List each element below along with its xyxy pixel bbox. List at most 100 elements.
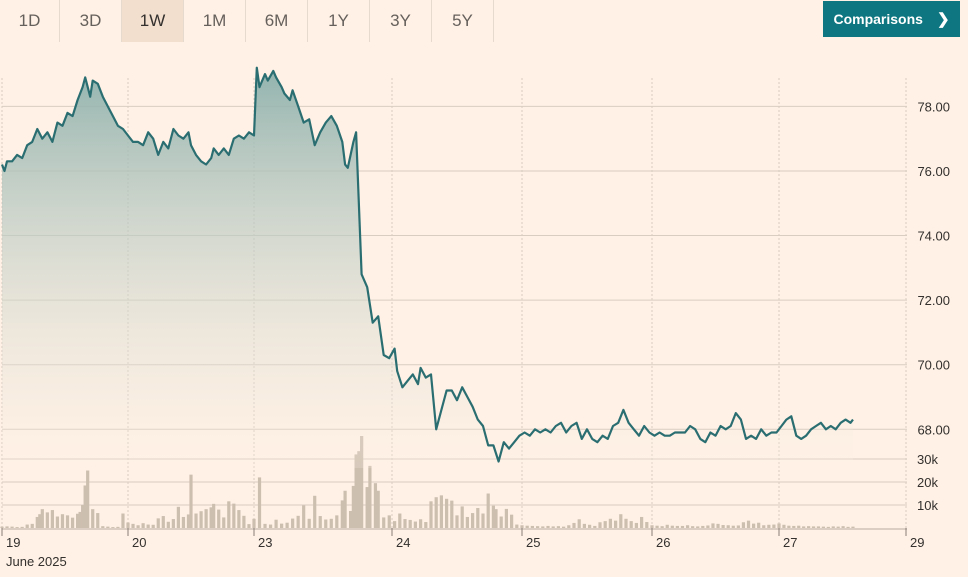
date-tick-label: 29 [910, 535, 924, 550]
range-tabs: 1D 3D 1W 1M 6M 1Y 3Y 5Y [0, 0, 494, 42]
volume-bar [806, 526, 811, 528]
volume-bar [546, 525, 550, 528]
volume-bar [471, 513, 475, 528]
volume-bar [556, 526, 560, 528]
volume-bar [10, 526, 14, 528]
volume-bar [360, 436, 364, 528]
volume-bar [403, 519, 407, 528]
tab-1w[interactable]: 1W [122, 0, 184, 42]
volume-bar [434, 497, 438, 528]
volume-bar [393, 521, 397, 528]
volume-bars [0, 436, 855, 528]
volume-bar [767, 524, 771, 528]
volume-bar [285, 522, 289, 528]
volume-bar [38, 514, 42, 528]
volume-bar [349, 510, 353, 528]
tab-3y[interactable]: 3Y [370, 0, 432, 42]
volume-bar [354, 454, 358, 528]
volume-bar [504, 508, 508, 528]
volume-bar [86, 470, 90, 528]
tab-3d[interactable]: 3D [60, 0, 122, 42]
tab-1d[interactable]: 1D [0, 0, 60, 42]
volume-bar [691, 526, 695, 528]
volume-bar [670, 525, 674, 528]
price-tick-label: 76.00 [917, 164, 950, 179]
volume-bar [680, 525, 685, 528]
volume-bar [5, 526, 9, 528]
tab-6m[interactable]: 6M [246, 0, 308, 42]
tab-1y[interactable]: 1Y [308, 0, 370, 42]
volume-bar [181, 516, 186, 528]
volume-bar [629, 521, 633, 528]
volume-bar [577, 519, 581, 528]
volume-bar [176, 506, 180, 528]
volume-bar [329, 518, 333, 528]
volume-bar [96, 513, 100, 528]
volume-bar [510, 514, 514, 528]
volume-bar [111, 527, 115, 528]
volume-bar [302, 505, 306, 528]
volume-bar [204, 509, 208, 528]
price-line [0, 66, 854, 463]
volume-bar [373, 483, 378, 528]
price-axis: 68.00 70.00 72.00 74.00 76.00 78.00 [917, 99, 950, 437]
volume-bar [376, 490, 380, 528]
volume-bar [227, 501, 231, 528]
volume-bar [515, 524, 519, 528]
volume-bar [65, 515, 70, 528]
volume-bar [91, 509, 95, 528]
volume-bar [706, 525, 710, 528]
volume-bar [816, 526, 821, 528]
volume-bar [608, 518, 612, 528]
volume-bar [20, 526, 24, 528]
volume-bar [126, 522, 130, 528]
volume-bar [78, 511, 82, 528]
volume-bar [357, 451, 361, 528]
volume-bar [189, 474, 193, 528]
volume-bar [645, 522, 649, 528]
volume-bar [846, 526, 850, 528]
volume-bar [567, 525, 571, 528]
comparisons-button[interactable]: Comparisons ❯ [823, 1, 960, 37]
date-tick-label: 27 [783, 535, 797, 550]
volume-bar [494, 509, 498, 528]
volume-bar [551, 526, 555, 528]
volume-bar [70, 517, 75, 528]
volume-bar [593, 525, 597, 528]
volume-bar [520, 525, 524, 528]
volume-bar [45, 512, 49, 528]
volume-bar [588, 524, 592, 528]
volume-bar [726, 525, 730, 528]
volume-bar [598, 522, 602, 528]
volume-bar [50, 510, 54, 528]
volume-bar [603, 521, 607, 528]
volume-bar [736, 525, 740, 528]
volume-bar [777, 523, 781, 528]
volume-bar [106, 526, 110, 528]
volume-bar [101, 526, 105, 528]
volume-bar [450, 500, 454, 528]
volume-bar [365, 487, 369, 528]
volume-bar [530, 525, 534, 528]
chevron-right-icon: ❯ [936, 11, 950, 28]
volume-bar [387, 515, 391, 528]
tab-5y[interactable]: 5Y [432, 0, 494, 42]
volume-bar [222, 517, 226, 528]
volume-bar [541, 526, 545, 528]
tab-1m[interactable]: 1M [184, 0, 246, 42]
volume-bar [146, 524, 150, 528]
volume-bar [696, 526, 700, 528]
volume-axis: 10k 20k 30k [917, 452, 938, 513]
volume-bar [455, 515, 459, 528]
volume-bar [247, 524, 251, 528]
volume-bar [821, 526, 825, 528]
volume-bar [811, 526, 816, 528]
volume-bar [460, 506, 464, 528]
volume-bar [439, 495, 443, 528]
volume-bar [757, 522, 761, 528]
volume-bar [83, 485, 87, 528]
volume-bar [318, 516, 322, 528]
volume-bar [232, 503, 236, 528]
volume-bar [582, 523, 586, 528]
volume-bar [716, 523, 720, 528]
